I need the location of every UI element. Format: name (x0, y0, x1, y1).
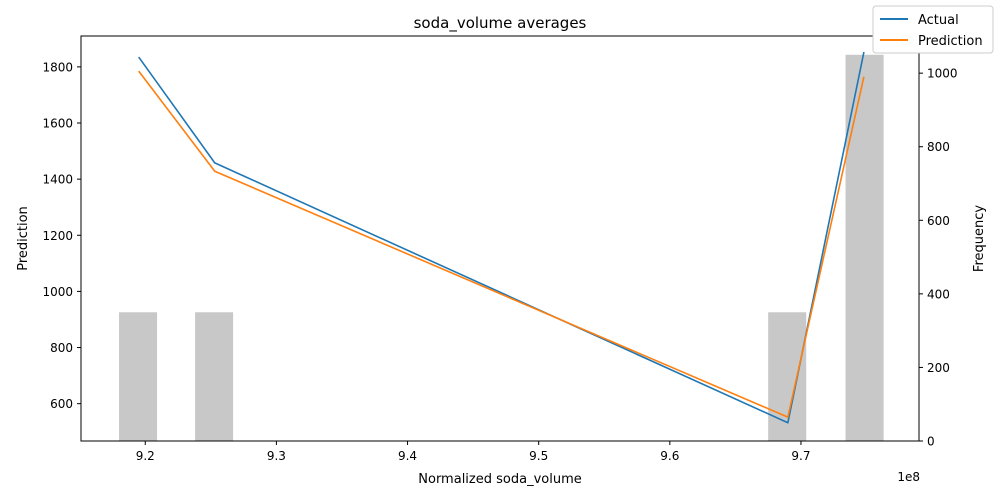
y-tick-label: 600 (50, 397, 73, 411)
series-line-prediction (138, 70, 865, 418)
plot-frame (80, 35, 920, 442)
y2-axis-label: Frequency (972, 205, 987, 272)
x-tick-label: 9.4 (398, 449, 417, 463)
y-tick-label: 1400 (42, 173, 73, 187)
y2-tick-label: 400 (927, 287, 950, 301)
y2-axis-ticks: 0 200 400 600 800 1000 (919, 67, 958, 449)
y2-tick-label: 600 (927, 214, 950, 228)
x-tick-label: 9.6 (660, 449, 679, 463)
x-tick-label: 9.7 (791, 449, 810, 463)
histogram-bar (768, 312, 807, 441)
x-offset-label: 1e8 (897, 470, 920, 484)
y-tick-label: 800 (50, 341, 73, 355)
histogram-bars (119, 54, 884, 441)
y-tick-label: 1200 (42, 229, 73, 243)
series-lines (138, 51, 865, 424)
y2-tick-label: 800 (927, 140, 950, 154)
y-tick-label: 1600 (42, 117, 73, 131)
series-line-actual (138, 51, 865, 424)
legend-label-actual: Actual (918, 13, 959, 28)
histogram-bar (195, 312, 234, 441)
y2-tick-label: 200 (927, 361, 950, 375)
legend-label-prediction: Prediction (918, 34, 983, 49)
y2-tick-label: 0 (927, 435, 935, 449)
x-axis-label: Normalized soda_volume (418, 472, 581, 487)
y2-tick-label: 1000 (927, 67, 958, 81)
x-tick-label: 9.2 (136, 449, 155, 463)
y-tick-label: 1000 (42, 285, 73, 299)
y-tick-label: 1800 (42, 60, 73, 74)
histogram-bar (119, 312, 158, 441)
chart-title: soda_volume averages (414, 14, 587, 33)
x-tick-label: 9.5 (529, 449, 548, 463)
legend: Actual Prediction (872, 5, 994, 54)
y-axis-label: Prediction (16, 206, 31, 271)
y-axis-ticks: 600 800 1000 1200 1400 1600 1800 (42, 60, 81, 411)
x-axis-ticks: 9.2 9.3 9.4 9.5 9.6 9.7 (136, 441, 811, 463)
legend-box (872, 5, 994, 54)
x-tick-label: 9.3 (267, 449, 286, 463)
histogram-bar (845, 54, 884, 441)
